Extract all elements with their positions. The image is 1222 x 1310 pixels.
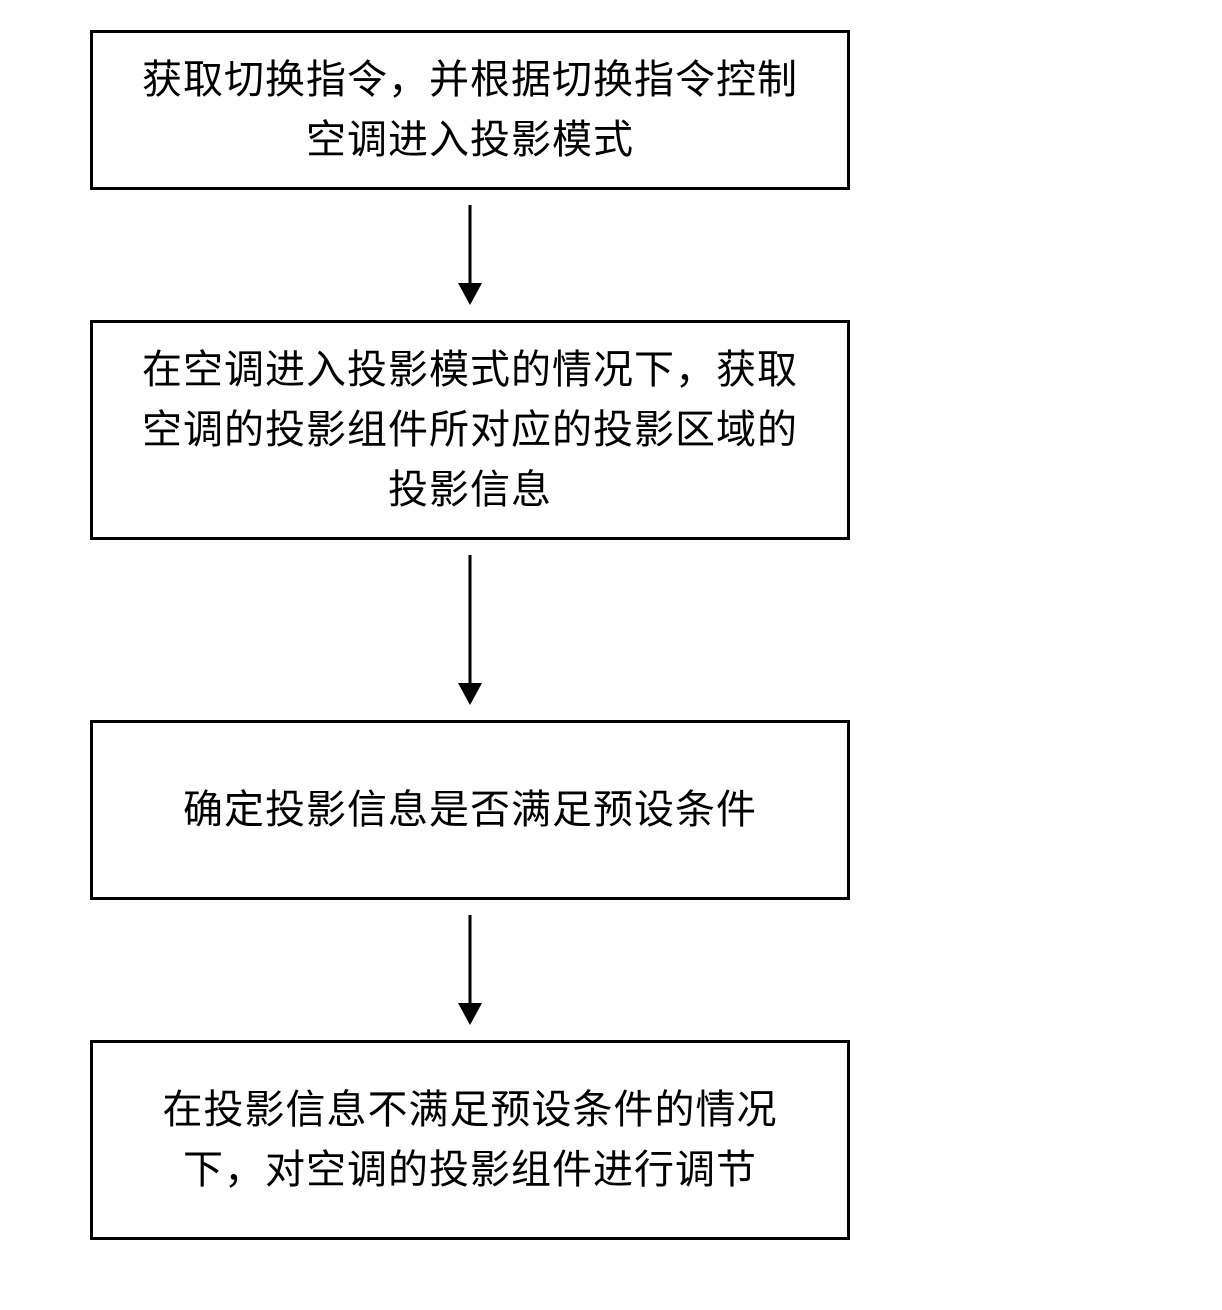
flowchart-node: 在空调进入投影模式的情况下，获取空调的投影组件所对应的投影区域的投影信息 S10…: [90, 320, 1140, 540]
node-text: 在空调进入投影模式的情况下，获取空调的投影组件所对应的投影区域的投影信息: [123, 340, 817, 520]
flowchart-node: 获取切换指令，并根据切换指令控制空调进入投影模式 S102: [90, 30, 1140, 190]
node-text: 在投影信息不满足预设条件的情况下，对空调的投影组件进行调节: [123, 1080, 817, 1200]
node-box-s108: 在投影信息不满足预设条件的情况下，对空调的投影组件进行调节: [90, 1040, 850, 1240]
node-text: 确定投影信息是否满足预设条件: [183, 780, 757, 840]
arrow-wrapper: [90, 190, 850, 320]
node-box-s106: 确定投影信息是否满足预设条件: [90, 720, 850, 900]
arrow-down-icon: [450, 915, 490, 1025]
flowchart-node: 确定投影信息是否满足预设条件 S106: [90, 720, 1140, 900]
node-box-s104: 在空调进入投影模式的情况下，获取空调的投影组件所对应的投影区域的投影信息: [90, 320, 850, 540]
flowchart-container: 获取切换指令，并根据切换指令控制空调进入投影模式 S102 在空调进入投影模式的…: [90, 30, 1140, 1240]
arrow-down-icon: [450, 205, 490, 305]
arrow-wrapper: [90, 900, 850, 1040]
node-box-s102: 获取切换指令，并根据切换指令控制空调进入投影模式: [90, 30, 850, 190]
arrow-wrapper: [90, 540, 850, 720]
node-text: 获取切换指令，并根据切换指令控制空调进入投影模式: [123, 50, 817, 170]
flowchart-node: 在投影信息不满足预设条件的情况下，对空调的投影组件进行调节 S108: [90, 1040, 1140, 1240]
arrow-down-icon: [450, 555, 490, 705]
